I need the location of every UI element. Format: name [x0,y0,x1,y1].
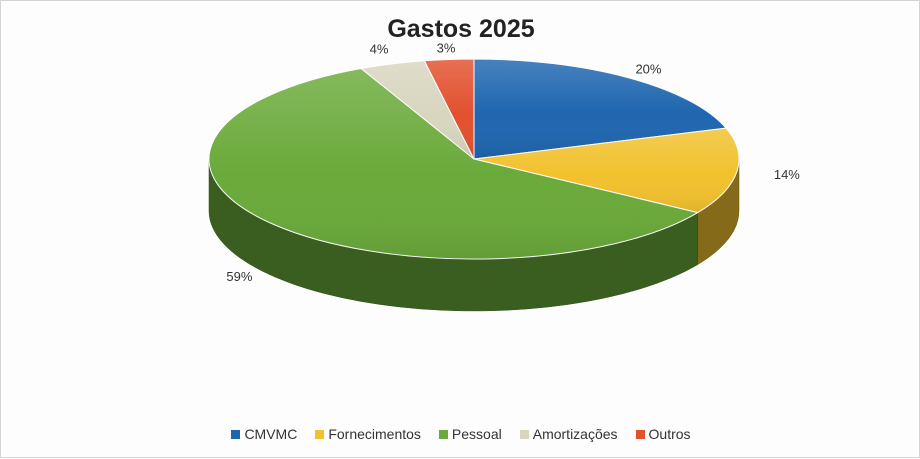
legend: CMVMC Fornecimentos Pessoal Amortizações Out… [1,426,920,442]
legend-item-outros: Outros [635,426,691,442]
legend-swatch [231,429,241,439]
data-label-outros: 3% [437,40,456,55]
legend-label: Outros [648,426,691,442]
legend-label: CMVMC [244,426,298,442]
legend-swatch [519,429,529,439]
legend-item-fornecimentos: Fornecimentos [315,426,421,442]
legend-item-cmvmc: CMVMC [231,426,297,442]
legend-swatch [635,429,645,439]
legend-item-pessoal: Pessoal [438,426,502,442]
pie-slices [208,58,740,260]
pie-data-labels: 20% 14% 59% 4% 3% [226,40,800,284]
data-label-pessoal: 59% [226,269,252,284]
chart-title: Gastos 2025 [387,15,535,43]
legend-label: Amortizações [532,426,618,442]
data-label-cmvmc: 20% [635,61,661,76]
legend-swatch [315,429,325,439]
data-label-amortizações: 4% [370,42,389,57]
legend-label: Fornecimentos [328,426,421,442]
data-label-fornecimentos: 14% [774,167,800,182]
legend-swatch [438,429,448,439]
legend-item-amortizações: Amortizações [519,426,618,442]
legend-label: Pessoal [451,426,502,442]
